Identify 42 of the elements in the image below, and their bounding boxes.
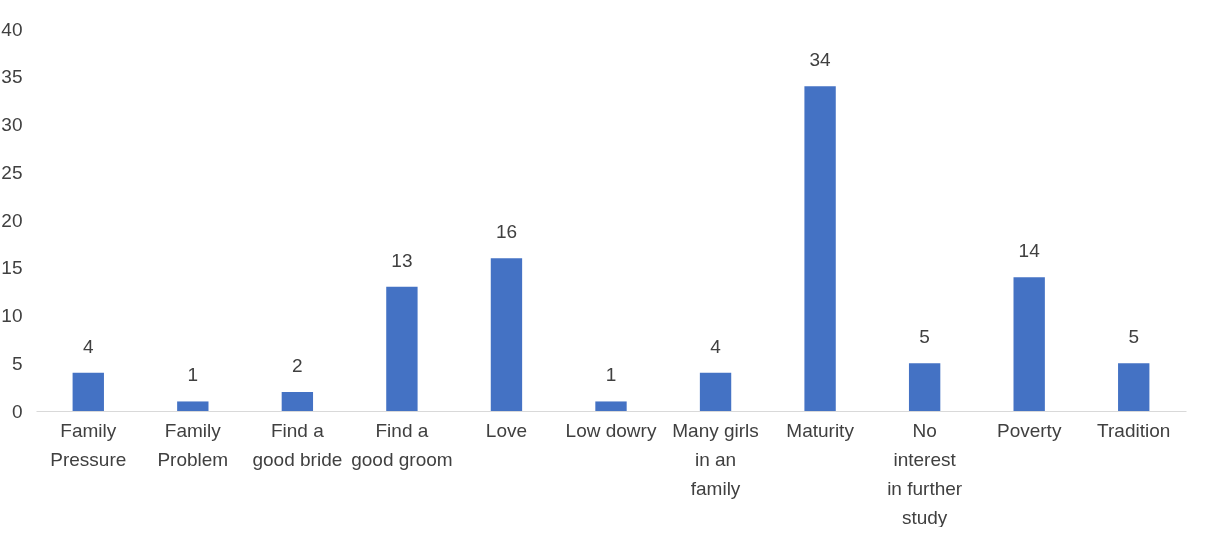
y-tick-label: 25 — [1, 161, 23, 183]
x-tick-label: No interest in further study — [887, 419, 963, 528]
x-tick-label: Many girls in an family — [672, 419, 759, 499]
x-tick-label: Love — [485, 419, 528, 441]
data-label: 4 — [82, 335, 94, 357]
x-tick-label: Tradition — [1097, 419, 1171, 441]
data-label: 4 — [710, 335, 722, 357]
bar — [1118, 363, 1150, 411]
y-tick-label: 35 — [1, 66, 23, 88]
bar — [281, 391, 314, 411]
y-tick-label: 0 — [11, 400, 23, 422]
x-tick-label: Maturity — [786, 419, 855, 441]
data-label: 14 — [1018, 240, 1041, 262]
data-label: 1 — [605, 364, 617, 386]
x-tick-label: Find a good groom — [351, 419, 453, 470]
data-label: 2 — [292, 354, 303, 376]
x-tick-label: Family Pressure — [50, 419, 127, 470]
bar — [177, 401, 209, 411]
data-label: 5 — [1128, 326, 1140, 348]
y-tick-label: 10 — [1, 305, 23, 326]
bar — [595, 401, 627, 411]
y-tick-label: 20 — [1, 209, 23, 231]
bar — [386, 286, 418, 411]
data-label: 16 — [495, 221, 518, 243]
x-tick-label: Poverty — [996, 419, 1062, 441]
data-label: 13 — [391, 249, 413, 271]
bar — [1013, 277, 1045, 411]
data-label: 1 — [187, 364, 199, 386]
x-tick-label: Find a good bride — [252, 419, 343, 470]
y-tick-label: 40 — [1, 18, 23, 40]
bar — [908, 363, 941, 411]
bar — [699, 372, 732, 411]
y-tick-label: 5 — [11, 352, 23, 374]
bar — [72, 372, 104, 411]
x-tick-label: Low dowry — [565, 419, 657, 441]
y-tick-label: 30 — [1, 114, 23, 135]
y-tick-label: 15 — [1, 257, 23, 279]
bar — [490, 258, 523, 411]
bar — [804, 86, 836, 411]
data-label: 5 — [919, 326, 930, 348]
data-label: 34 — [809, 49, 832, 71]
x-tick-label: Family Problem — [157, 419, 229, 470]
